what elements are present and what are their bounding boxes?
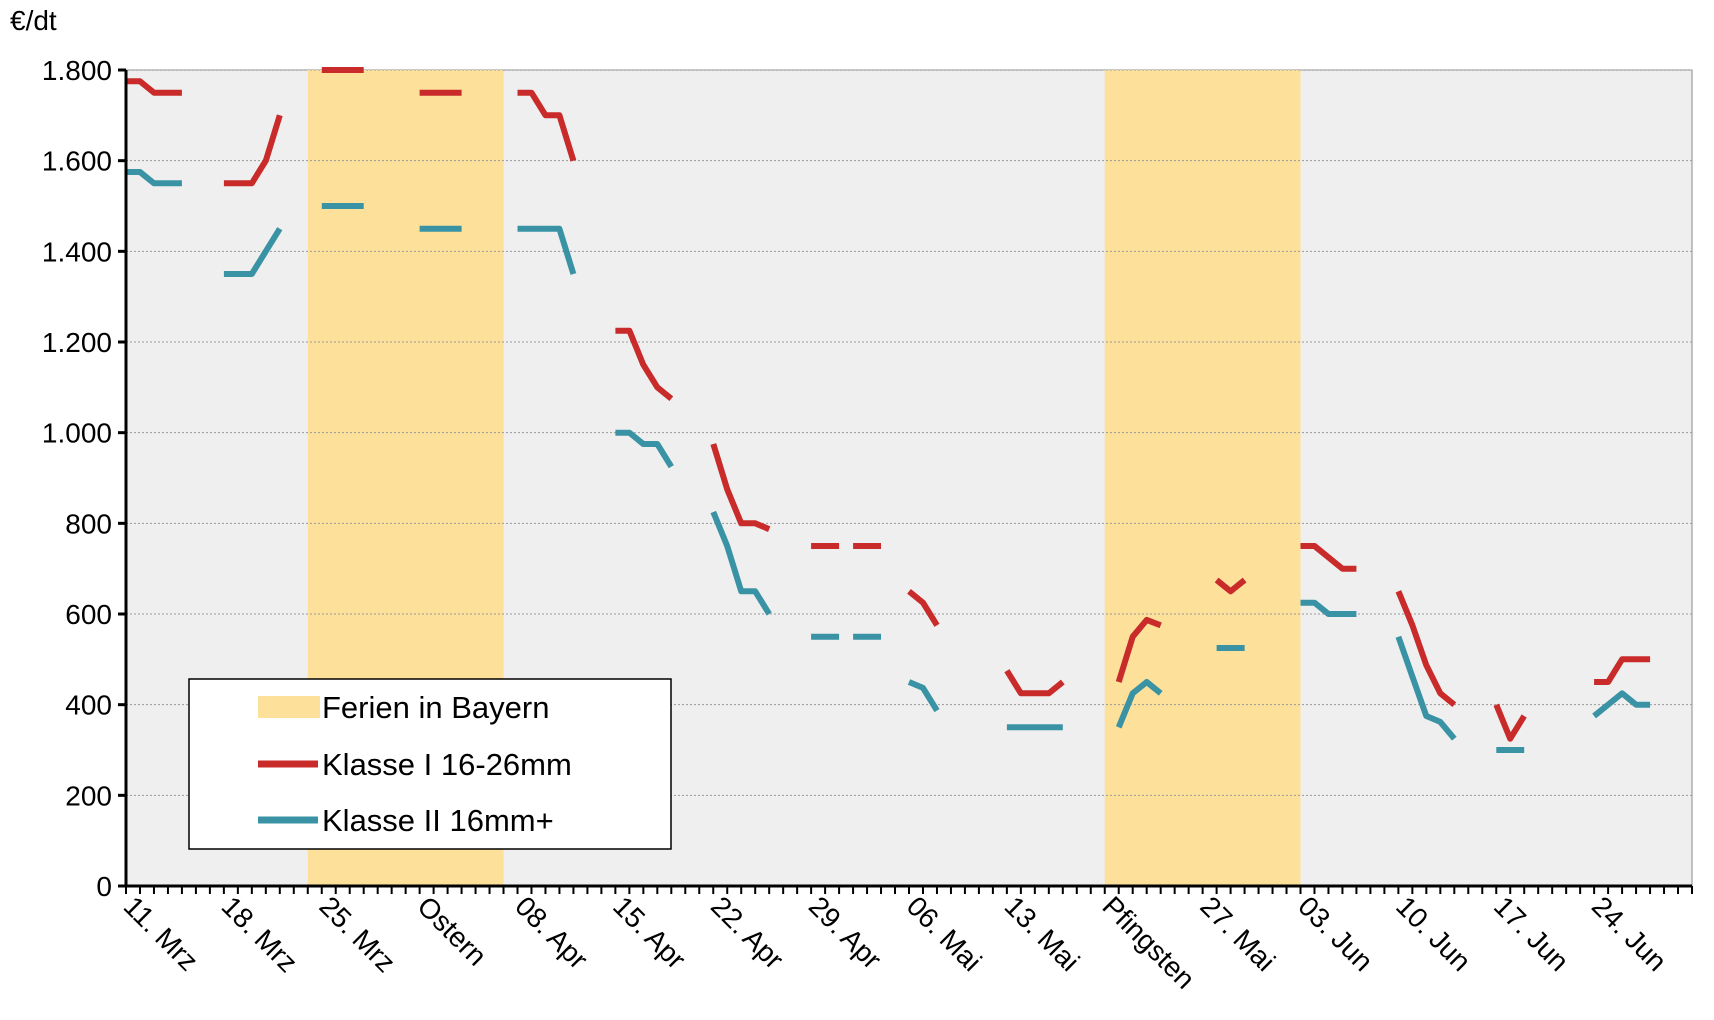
legend-label-holidays: Ferien in Bayern (322, 690, 549, 725)
series-2-segment (126, 169, 182, 187)
series-2-segment (907, 679, 940, 713)
series-1-segment (126, 78, 182, 96)
x-tick-label: 10. Jun (1390, 890, 1477, 977)
series-lines (126, 67, 1651, 753)
axes (118, 68, 1693, 894)
series-2-segment (517, 225, 577, 275)
series-2-segment (223, 227, 283, 277)
y-tick-label: 1.400 (42, 236, 112, 267)
x-tick-label: 13. Mai (999, 890, 1086, 977)
series-2-segment (1300, 599, 1357, 617)
x-tick-label: 06. Mai (901, 890, 988, 977)
x-tick-label: Ostern (411, 890, 492, 971)
y-axis-unit-label: €/dt (10, 5, 57, 36)
y-tick-label: 200 (65, 780, 112, 811)
series-1-segment (1300, 543, 1357, 572)
series-2-segment (710, 510, 772, 616)
legend-swatch-holidays (258, 696, 320, 718)
series-1-segment (517, 89, 577, 162)
series-1-segment (1214, 577, 1247, 595)
holiday-band-2 (1104, 70, 1301, 886)
x-tick-label: 15. Apr (607, 890, 692, 975)
series-1-segment (1594, 656, 1651, 685)
x-tick-label: 08. Apr (509, 890, 594, 975)
x-tick-label: 22. Apr (705, 890, 790, 975)
series-1-segment (1395, 590, 1457, 708)
y-tick-label: 0 (96, 871, 112, 902)
series-1-segment (907, 588, 940, 627)
x-tick-label: 03. Jun (1292, 890, 1379, 977)
x-tick-label: Pfingsten (1097, 890, 1201, 994)
legend-label-klasse-2: Klasse II 16mm+ (322, 803, 554, 838)
legend-label-klasse-1: Klasse I 16-26mm (322, 747, 572, 782)
series-1-segment (1115, 616, 1162, 683)
series-1-segment (223, 114, 283, 187)
series-1-segment (710, 443, 771, 532)
x-tick-label: 27. Mai (1194, 890, 1281, 977)
x-tick-labels: 11. Mrz 18. Mrz 25. Mrz Ostern 08. Apr 15. Ap… (118, 890, 1673, 994)
series-2-segment (1592, 690, 1651, 719)
y-tick-label: 800 (65, 508, 112, 539)
x-tick-label: 18. Mrz (216, 890, 304, 978)
x-tick-label: 11. Mrz (118, 890, 204, 976)
x-tick-label: 29. Apr (803, 890, 888, 975)
y-tick-label: 600 (65, 599, 112, 630)
series-2-segment (1115, 679, 1163, 729)
series-2-segment (1395, 635, 1457, 741)
y-tick-label: 1.800 (42, 55, 112, 86)
x-tick-label: 25. Mrz (314, 890, 402, 978)
y-tick-label: 1.200 (42, 327, 112, 358)
y-tick-label: 400 (65, 690, 112, 721)
series-1-segment (1493, 703, 1527, 742)
y-tick-label: 1.600 (42, 146, 112, 177)
series-2-segment (615, 429, 674, 469)
x-tick-label: 17. Jun (1488, 890, 1575, 977)
y-tick-labels: 0 200 400 600 800 1.000 1.200 1.400 1.600 1.800 (42, 55, 112, 902)
series-1-segment (615, 327, 674, 402)
series-1-segment (1004, 669, 1065, 697)
legend: Ferien in Bayern Klasse I 16-26mm Klasse… (188, 678, 672, 850)
y-tick-label: 1.000 (42, 418, 112, 449)
x-tick-label: 24. Jun (1586, 890, 1673, 977)
